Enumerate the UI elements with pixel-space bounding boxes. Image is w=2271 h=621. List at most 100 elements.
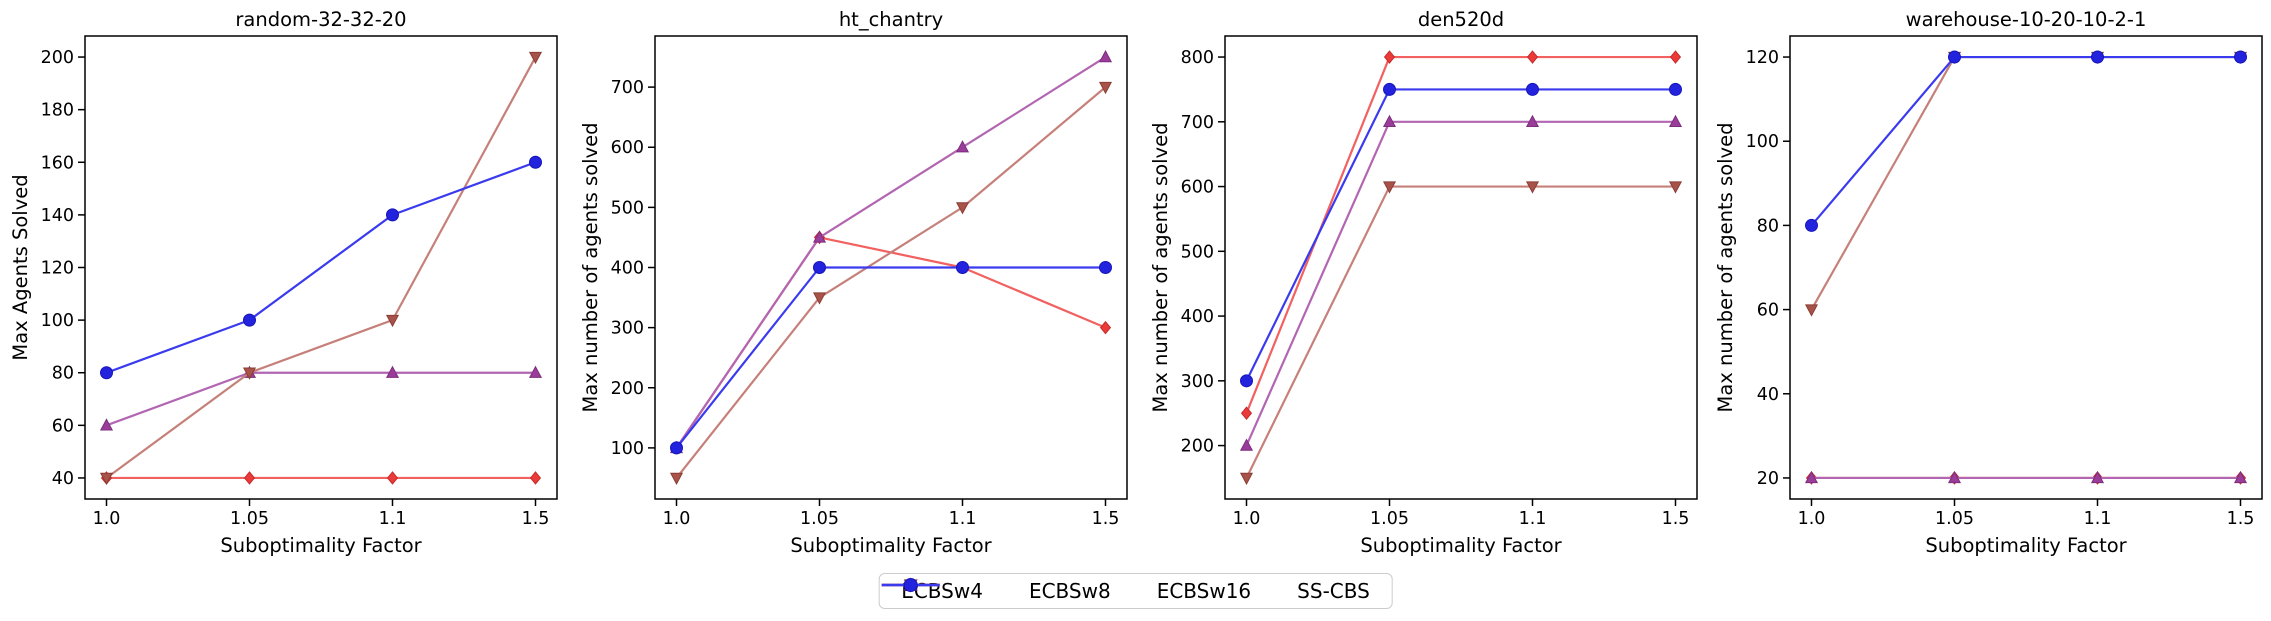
series-marker-ECBSw16 <box>1382 181 1397 194</box>
series-marker-ECBSw8 <box>1668 114 1683 127</box>
series-marker-SS-CBS <box>1098 261 1113 274</box>
legend-swatch-circle-icon <box>881 578 940 592</box>
series-line-ECBSw8 <box>1245 120 1677 447</box>
series-marker-ECBSw8 <box>2090 470 2105 484</box>
y-tick-label: 80 <box>52 364 74 384</box>
subplot-den520d: 200 300 400 500 600 700 800 1.0 1.05 1.1 1.5 den520… <box>1149 8 1698 557</box>
series-marker-ECBSw8 <box>955 140 970 153</box>
x-tick-label: 1.0 <box>663 509 691 529</box>
x-tick-label: 1.1 <box>379 509 407 529</box>
x-axis-label: Suboptimality Factor <box>1360 534 1562 557</box>
y-tick-label: 400 <box>611 259 644 279</box>
series-marker-ECBSw16 <box>1804 304 1819 317</box>
y-tick-label: 400 <box>1181 307 1214 327</box>
x-axis-label: Suboptimality Factor <box>790 534 992 557</box>
y-tick-label: 500 <box>611 198 644 218</box>
y-tick-label: 60 <box>1757 301 1779 321</box>
series-line-ECBSw16 <box>1245 185 1677 480</box>
series-marker-SS-CBS <box>1668 82 1683 96</box>
series-marker-ECBSw16 <box>812 292 827 305</box>
y-axis-label: Max number of agents solved <box>579 123 602 413</box>
series-marker-ECBSw16 <box>99 472 114 486</box>
y-tick-label: 800 <box>1181 48 1214 68</box>
series-marker-ECBSw4 <box>1669 50 1682 64</box>
y-axis-label: Max number of agents solved <box>1149 123 1172 413</box>
x-axis-label: Suboptimality Factor <box>220 534 422 557</box>
legend-item-SS-CBS: SS-CBS <box>881 578 1370 603</box>
series-line-SS-CBS <box>105 161 537 374</box>
y-axis-label: Max number of agents solved <box>1714 123 1737 413</box>
legend: ECBSw4 ECBSw8 ECBSw16 SS-CBS <box>878 573 1393 609</box>
series-marker-ECBSw8 <box>99 418 114 431</box>
series-marker-ECBSw8 <box>1947 470 1962 484</box>
series-marker-ECBSw16 <box>1098 81 1113 95</box>
x-tick-label: 1.05 <box>1370 509 1409 529</box>
x-tick-label: 1.5 <box>1662 509 1690 529</box>
x-tick-label: 1.1 <box>1519 509 1547 529</box>
x-tick-label: 1.0 <box>1233 509 1261 529</box>
series-marker-ECBSw16 <box>528 51 543 65</box>
subplot-warehouse-10-20-10-2-1: 20 40 60 80 100 120 1.0 1.05 1.1 1.5 warehouse-10-… <box>1714 8 2263 557</box>
y-tick-label: 100 <box>41 311 74 331</box>
y-tick-label: 140 <box>41 206 74 226</box>
series-marker-SS-CBS <box>1947 50 1962 64</box>
y-tick-label: 40 <box>52 469 74 489</box>
y-tick-label: 160 <box>41 153 74 173</box>
y-tick-label: 120 <box>41 259 74 279</box>
y-tick-label: 300 <box>1181 372 1214 392</box>
subplot-title: random-32-32-20 <box>235 8 406 31</box>
y-tick-label: 600 <box>1181 178 1214 198</box>
series-marker-ECBSw16 <box>242 367 257 380</box>
x-tick-label: 1.0 <box>93 509 121 529</box>
series-marker-ECBSw8 <box>385 365 400 378</box>
series-marker-ECBSw8 <box>528 365 543 378</box>
y-tick-label: 200 <box>1181 437 1214 457</box>
series-line-ECBSw16 <box>1810 55 2242 311</box>
y-tick-label: 60 <box>52 416 74 436</box>
series-marker-SS-CBS <box>2233 50 2248 64</box>
legend-item-ECBSw16: ECBSw16 <box>881 579 1251 601</box>
series-marker-SS-CBS <box>99 366 114 380</box>
y-tick-label: 200 <box>611 379 644 399</box>
x-tick-label: 1.5 <box>1092 509 1120 529</box>
series-marker-SS-CBS <box>2090 50 2105 64</box>
series-marker-SS-CBS <box>812 261 827 274</box>
y-tick-label: 200 <box>41 48 74 68</box>
series-marker-ECBSw16 <box>955 202 970 215</box>
series-marker-ECBSw4 <box>529 471 542 485</box>
x-tick-label: 1.0 <box>1798 509 1826 529</box>
series-marker-SS-CBS <box>242 313 257 327</box>
series-marker-ECBSw8 <box>1804 470 1819 484</box>
series-marker-ECBSw4 <box>243 471 256 485</box>
series-marker-SS-CBS <box>1525 82 1540 96</box>
series-marker-ECBSw8 <box>1525 114 1540 127</box>
legend-label: SS-CBS <box>1297 579 1370 603</box>
y-tick-label: 300 <box>611 319 644 339</box>
y-tick-label: 500 <box>1181 242 1214 262</box>
x-tick-label: 1.05 <box>800 509 839 529</box>
x-tick-label: 1.5 <box>2227 509 2255 529</box>
series-marker-ECBSw8 <box>1239 438 1254 451</box>
series-marker-SS-CBS <box>528 155 543 169</box>
series-marker-SS-CBS <box>955 261 970 274</box>
subplot-title: den520d <box>1418 8 1504 31</box>
subplot-ht_chantry: 100 200 300 400 500 600 700 1.0 1.05 1.1 1.5 ht_cha… <box>579 8 1128 557</box>
y-tick-label: 100 <box>611 439 644 459</box>
y-axis-label: Max Agents Solved <box>9 174 32 360</box>
series-marker-ECBSw4 <box>1526 50 1539 64</box>
series-marker-SS-CBS <box>1239 374 1254 388</box>
y-tick-label: 700 <box>1181 113 1214 133</box>
series-line-ECBSw16 <box>675 86 1107 480</box>
subplot-title: warehouse-10-20-10-2-1 <box>1906 8 2147 31</box>
series-marker-ECBSw16 <box>669 472 684 486</box>
x-tick-label: 1.5 <box>522 509 550 529</box>
x-axis-label: Suboptimality Factor <box>1925 534 2127 557</box>
series-line-ECBSw8 <box>675 55 1107 449</box>
series-line-ECBSw4 <box>1245 55 1677 415</box>
y-tick-label: 180 <box>41 101 74 121</box>
subplot-random-32-32-20: 40 60 80 100 120 140 160 180 200 1.0 1.05 1.1 1.5 ran… <box>9 8 558 557</box>
series-marker-SS-CBS <box>1804 218 1819 232</box>
series-marker-SS-CBS <box>669 441 684 455</box>
series-marker-ECBSw16 <box>385 314 400 328</box>
